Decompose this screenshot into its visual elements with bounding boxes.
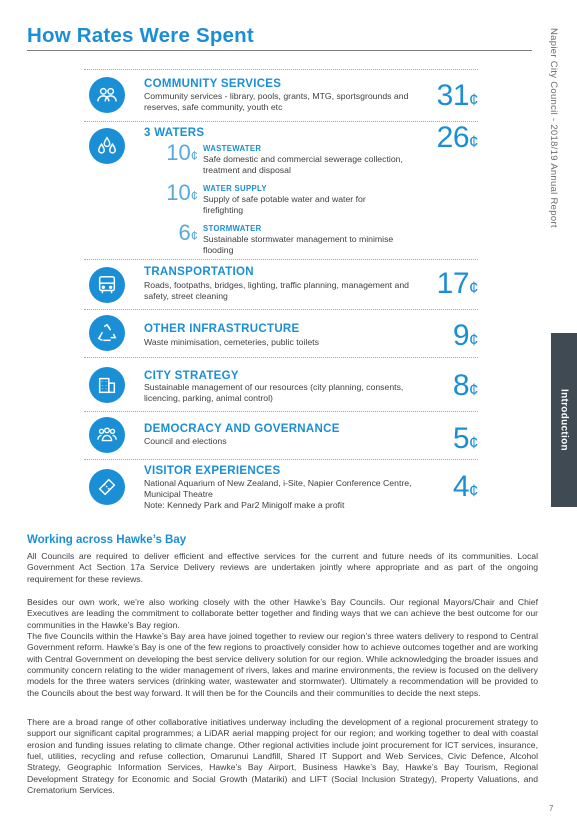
body-paragraph: Besides our own work, we’re also working… [27,597,538,630]
category-title: CITY STRATEGY [144,370,239,382]
category-transportation: TRANSPORTATION Roads, footpaths, bridges… [84,259,478,309]
row-divider [84,259,478,260]
category-title: DEMOCRACY AND GOVERNANCE [144,423,340,435]
category-other-infrastructure: OTHER INFRASTRUCTURE Waste minimisation,… [84,309,478,357]
row-divider [84,459,478,460]
building-icon [89,367,125,403]
category-title: OTHER INFRASTRUCTURE [144,323,300,335]
category-community-services: COMMUNITY SERVICES Community services - … [84,69,478,121]
category-cents: 8¢ [452,369,479,402]
row-divider [84,357,478,358]
category-title: TRANSPORTATION [144,266,254,278]
subcategory-cents: 6¢ [178,220,198,245]
row-divider [84,411,478,412]
side-report-title: Napier City Council - 2018/19 Annual Rep… [548,28,559,228]
side-section-tab-label: Introduction [558,389,570,451]
subcategory-description: Sustainable stormwater management to min… [203,234,394,255]
category-3-waters: 3 WATERS 26¢ 10¢ WASTEWATER Safe domesti… [84,121,478,257]
subcategory-cents: 10¢ [166,180,198,205]
category-description: Sustainable management of our resources … [144,382,404,403]
body-paragraph: There are a broad range of other collabo… [27,717,538,796]
page-number: 7 [549,804,554,813]
category-description: Council and elections [144,436,227,446]
category-title: COMMUNITY SERVICES [144,78,282,90]
subcategory-title: WASTEWATER [203,144,262,153]
group-icon [89,417,125,453]
category-description: National Aquarium of New Zealand, i-Site… [144,478,412,510]
category-title: 3 WATERS [144,127,205,139]
subcategory-title: STORMWATER [203,224,262,233]
category-description: Community services - library, pools, gra… [144,91,409,112]
row-divider [84,69,478,70]
subcategory-description: Supply of safe potable water and water f… [203,194,366,215]
title-divider [27,50,532,51]
category-city-strategy: CITY STRATEGY Sustainable management of … [84,357,478,411]
recycle-icon [89,315,125,351]
category-cents: 26¢ [436,121,479,154]
page-title: How Rates Were Spent [27,24,254,47]
category-title: VISITOR EXPERIENCES [144,465,281,477]
category-cents: 9¢ [452,319,479,352]
body-paragraph: All Councils are required to deliver eff… [27,551,538,584]
category-description: Roads, footpaths, bridges, lighting, tra… [144,280,409,301]
category-description: Waste minimisation, cemeteries, public t… [144,337,319,347]
section-heading: Working across Hawke’s Bay [27,534,187,546]
bus-icon [89,267,125,303]
category-cents: 5¢ [452,422,479,455]
category-cents: 31¢ [436,79,479,112]
subcategory-title: WATER SUPPLY [203,184,267,193]
side-section-tab[interactable]: Introduction [551,333,577,507]
row-divider [84,121,478,122]
category-democracy-governance: DEMOCRACY AND GOVERNANCE Council and ele… [84,411,478,459]
row-divider [84,309,478,310]
category-cents: 17¢ [436,267,479,300]
community-people-icon [89,77,125,113]
subcategory-description: Safe domestic and commercial sewerage co… [203,154,403,175]
category-visitor-experiences: VISITOR EXPERIENCES National Aquarium of… [84,459,478,521]
subcategory-cents: 10¢ [166,140,198,165]
body-paragraph: The five Councils within the Hawke’s Bay… [27,631,538,698]
ticket-icon [89,469,125,505]
category-cents: 4¢ [452,470,479,503]
water-drops-icon [89,128,125,164]
